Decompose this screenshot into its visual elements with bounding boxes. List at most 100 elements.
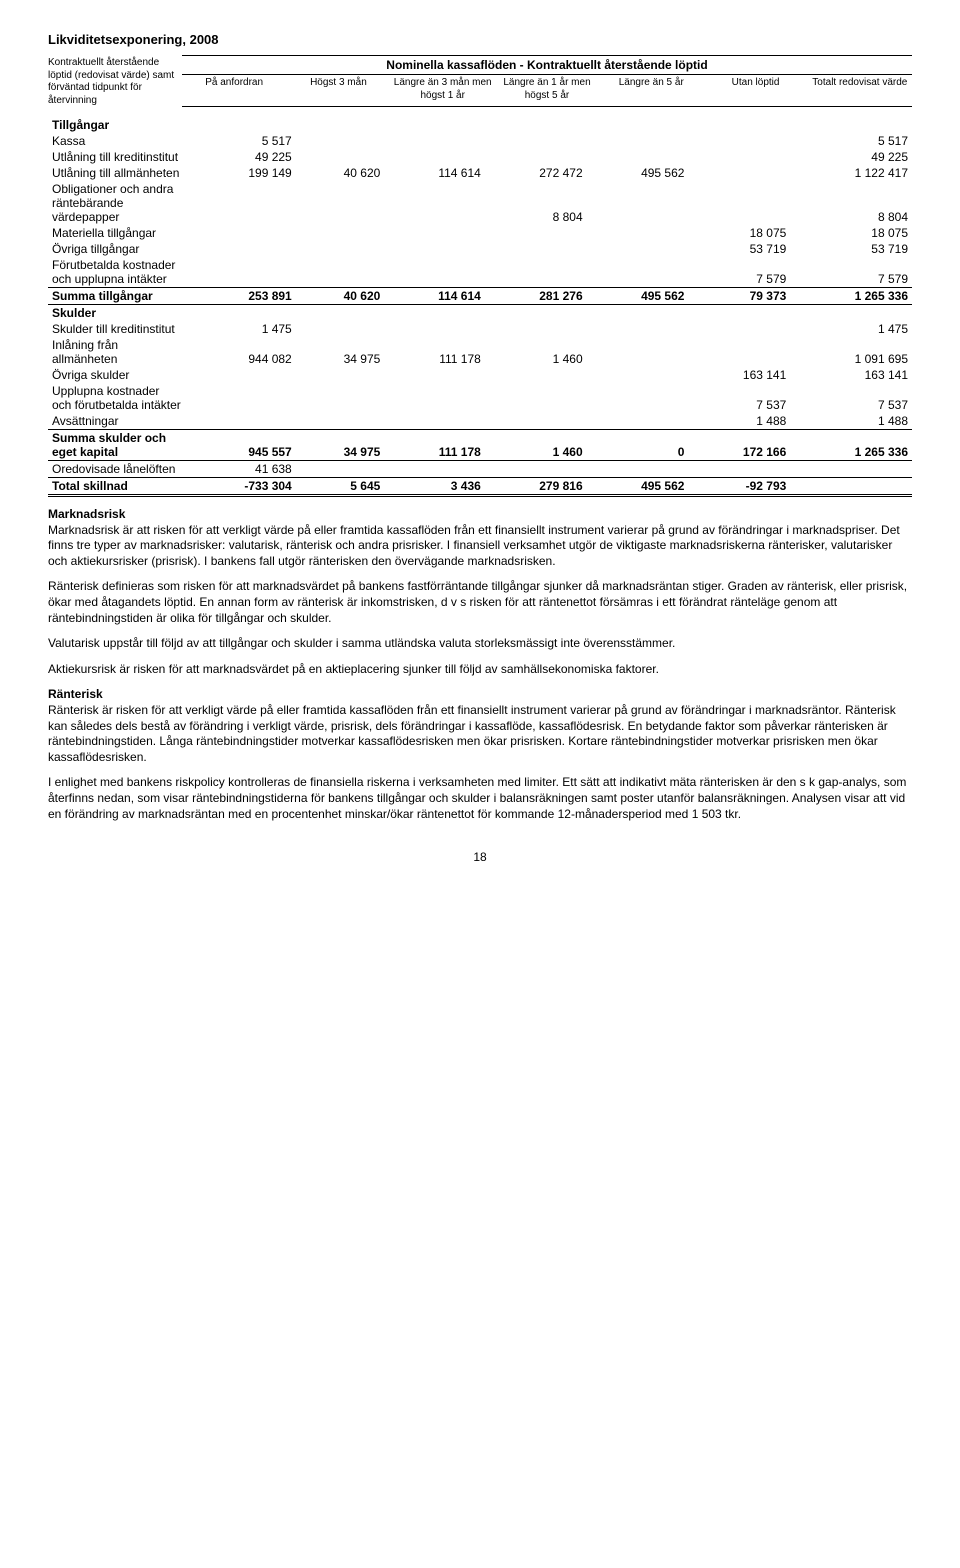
- cell: 18 075: [688, 225, 790, 241]
- table-row: Avsättningar 1 4881 488: [48, 413, 912, 430]
- cell: [485, 413, 587, 430]
- para-body-1: Marknadsrisk är att risken för att verkl…: [48, 523, 900, 568]
- table-row: Obligationer och andra räntebärande värd…: [48, 181, 912, 225]
- row-label: Utlåning till kreditinstitut: [48, 149, 186, 165]
- cell: [296, 367, 385, 383]
- cell: 1 488: [790, 413, 912, 430]
- para-marknadsrisk: Marknadsrisk Marknadsrisk är att risken …: [48, 507, 912, 569]
- cell: [384, 257, 485, 288]
- cell: 8 804: [790, 181, 912, 225]
- col-1: Högst 3 mån: [286, 75, 390, 106]
- row-label: Skulder till kreditinstitut: [48, 321, 186, 337]
- table-row: Övriga skulder 163 141163 141: [48, 367, 912, 383]
- cell: 53 719: [790, 241, 912, 257]
- para-title-1: Marknadsrisk: [48, 507, 125, 521]
- cell: [587, 367, 689, 383]
- table-row: Utlåning till kreditinstitut49 22549 225: [48, 149, 912, 165]
- liabs-sum-equity: Summa skulder och eget kapital 945 55734…: [48, 430, 912, 461]
- assets-sum: Summa tillgångar 253 89140 620114 614281…: [48, 288, 912, 305]
- cell: 34 975: [296, 337, 385, 367]
- cell: 272 472: [485, 165, 587, 181]
- cell: 1 488: [688, 413, 790, 430]
- cell: 114 614: [384, 165, 485, 181]
- cell: [587, 413, 689, 430]
- row-label: Förutbetalda kostnader och upplupna intä…: [48, 257, 186, 288]
- cell: [485, 257, 587, 288]
- cell: [186, 257, 296, 288]
- cell: [587, 181, 689, 225]
- row-label: Obligationer och andra räntebärande värd…: [48, 181, 186, 225]
- cell: [587, 241, 689, 257]
- cell: [688, 149, 790, 165]
- col-2: Längre än 3 mån men högst 1 år: [391, 75, 495, 106]
- cell: [587, 383, 689, 413]
- cell: [186, 181, 296, 225]
- cell: 7 537: [790, 383, 912, 413]
- cell: 495 562: [587, 165, 689, 181]
- cell: [296, 149, 385, 165]
- cell: [296, 241, 385, 257]
- assets-section: Tillgångar: [48, 117, 912, 133]
- cell: 40 620: [296, 165, 385, 181]
- row-label: Övriga skulder: [48, 367, 186, 383]
- row-label: Avsättningar: [48, 413, 186, 430]
- cell: 1 460: [485, 337, 587, 367]
- col-6: Totalt redovisat värde: [808, 75, 912, 106]
- cell: 49 225: [186, 149, 296, 165]
- table-row: Skulder till kreditinstitut1 4751 475: [48, 321, 912, 337]
- column-headers: På anfordran Högst 3 mån Längre än 3 mån…: [182, 75, 912, 107]
- cell: [186, 383, 296, 413]
- row-label: Inlåning från allmänheten: [48, 337, 186, 367]
- cell: 7 579: [688, 257, 790, 288]
- para-body-5: Ränterisk är risken för att verkligt vär…: [48, 703, 896, 764]
- para-title-2: Ränterisk: [48, 687, 103, 701]
- cell: [186, 241, 296, 257]
- cell: [587, 257, 689, 288]
- cell: [296, 383, 385, 413]
- cell: [384, 413, 485, 430]
- row-label: Utlåning till allmänheten: [48, 165, 186, 181]
- para-4: Aktiekursrisk är risken för att marknads…: [48, 662, 912, 678]
- cell: [485, 321, 587, 337]
- table-row: Materiella tillgångar18 07518 075: [48, 225, 912, 241]
- para-3: Valutarisk uppstår till följd av att til…: [48, 636, 912, 652]
- cell: 163 141: [790, 367, 912, 383]
- cell: 5 517: [790, 133, 912, 149]
- cell: [688, 337, 790, 367]
- cell: [587, 149, 689, 165]
- cell: 944 082: [186, 337, 296, 367]
- cell: [296, 321, 385, 337]
- header-band-title: Nominella kassaflöden - Kontraktuellt åt…: [182, 55, 912, 75]
- cell: [296, 225, 385, 241]
- cell: [688, 321, 790, 337]
- cell: [485, 241, 587, 257]
- cell: [587, 337, 689, 367]
- loan-commitments-row: Oredovisade lånelöften 41 638: [48, 461, 912, 478]
- cell: [296, 133, 385, 149]
- para-6: I enlighet med bankens riskpolicy kontro…: [48, 775, 912, 822]
- cell: 1 475: [186, 321, 296, 337]
- cell: [384, 383, 485, 413]
- cell: [296, 181, 385, 225]
- cell: [384, 321, 485, 337]
- cell: [485, 367, 587, 383]
- cell: [688, 181, 790, 225]
- table-row: Förutbetalda kostnader och upplupna intä…: [48, 257, 912, 288]
- cell: [485, 383, 587, 413]
- table-row: Kassa5 5175 517: [48, 133, 912, 149]
- cell: 53 719: [688, 241, 790, 257]
- cell: 111 178: [384, 337, 485, 367]
- para-2: Ränterisk definieras som risken för att …: [48, 579, 912, 626]
- header-stub: Kontraktuellt återstående löptid (redovi…: [48, 57, 182, 107]
- table-row: Inlåning från allmänheten944 08234 97511…: [48, 337, 912, 367]
- row-label: Upplupna kostnader och förutbetalda intä…: [48, 383, 186, 413]
- cell: [384, 133, 485, 149]
- cell: [485, 225, 587, 241]
- cell: [587, 133, 689, 149]
- cell: 18 075: [790, 225, 912, 241]
- cell: 1 122 417: [790, 165, 912, 181]
- cell: 8 804: [485, 181, 587, 225]
- cell: [384, 367, 485, 383]
- cell: 163 141: [688, 367, 790, 383]
- cell: 1 091 695: [790, 337, 912, 367]
